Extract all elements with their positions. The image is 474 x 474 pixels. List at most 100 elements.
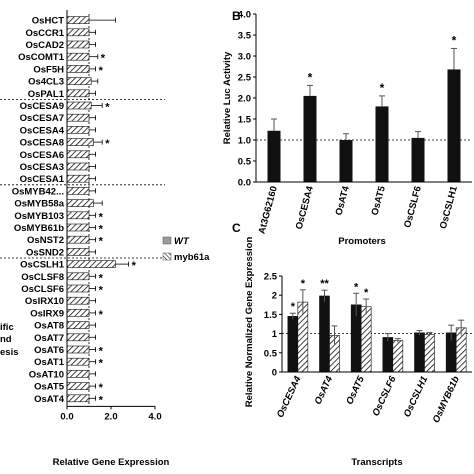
bar — [66, 150, 90, 159]
bar — [66, 223, 90, 232]
y-tick-label: 3.5 — [238, 31, 252, 42]
category-label: OsMYB103 — [14, 211, 64, 222]
significance-marker: * — [105, 138, 110, 150]
category-label: OsCLSF8 — [21, 272, 64, 283]
category-label: OsCSLH1 — [20, 260, 65, 271]
bar — [66, 370, 90, 378]
significance-marker: ** — [320, 278, 329, 290]
bar — [66, 52, 90, 61]
bar — [66, 174, 90, 183]
panel-c: C00.511.522.5**OsCESA4**OsAT4* *OsAT5 OsCS… — [232, 221, 472, 468]
category-label: OsMYB61b — [431, 374, 462, 424]
bar — [339, 140, 353, 182]
panel-b: B 0.0 0.5 1.0 1.5 2.0 2.5 3.0 3.5 4.0 At3G62160 * Os… — [222, 9, 472, 247]
legend-label-myb61a: myb61a — [174, 252, 210, 263]
category-label: OsCESA6 — [20, 150, 64, 161]
bar — [66, 382, 90, 390]
significance-marker: * — [99, 224, 104, 236]
category-label: OsCCR1 — [25, 28, 64, 39]
y-tick-label: 3.0 — [238, 52, 251, 63]
category-label: OsAT6 — [34, 345, 64, 356]
significance-marker: * — [301, 278, 306, 290]
y-tick-label: 0.5 — [238, 157, 252, 168]
y-tick-label: 1 — [272, 329, 278, 340]
category-label: OsCESA8 — [20, 138, 64, 149]
y-tick-label: 0 — [272, 368, 277, 379]
category-label: OsAT5 — [34, 382, 65, 393]
category-label: OsAT10 — [29, 369, 64, 380]
category-label: OsAT1 — [34, 357, 65, 368]
bar — [66, 211, 90, 220]
bar — [66, 235, 90, 244]
bar — [66, 394, 90, 403]
significance-marker: * — [132, 260, 137, 272]
bar — [66, 357, 90, 366]
significance-marker: * — [99, 358, 104, 370]
y-tick-label: 2.5 — [264, 272, 278, 283]
category-label: OsIRX10 — [25, 296, 64, 307]
significance-marker: * — [354, 281, 359, 293]
category-label: OsCOMT1 — [18, 52, 65, 63]
bar — [66, 321, 90, 329]
bar — [66, 260, 116, 268]
x-tick-label: 2.0 — [104, 411, 117, 422]
y-tick-label: 1.0 — [238, 136, 251, 147]
bar-wt — [382, 337, 394, 373]
category-label: OsCSLH1 — [438, 184, 460, 230]
category-label: OsAT4 — [34, 394, 65, 405]
bar — [411, 137, 425, 182]
significance-marker: * — [99, 211, 104, 223]
category-label: OsCSLH1 — [402, 375, 430, 419]
panel-label-c: C — [232, 221, 241, 235]
group-side-label: ific — [0, 322, 14, 333]
significance-marker: * — [364, 287, 369, 299]
bar-wt — [319, 295, 330, 373]
bar — [66, 284, 90, 293]
legend-label-wt: WT — [174, 236, 190, 247]
bar — [66, 199, 94, 207]
category-label: OsCESA3 — [20, 162, 64, 173]
significance-marker: * — [99, 394, 104, 406]
category-label: OsCESA7 — [20, 113, 64, 124]
bar — [66, 126, 90, 134]
significance-marker: * — [99, 382, 104, 394]
x-axis-label: Transcripts — [351, 457, 402, 468]
legend-swatch-myb61a — [162, 252, 172, 261]
panel-label-b: B — [232, 9, 241, 23]
bar — [66, 138, 94, 146]
significance-marker: * — [308, 70, 313, 84]
significance-marker: * — [380, 81, 385, 95]
bar-wt — [414, 332, 425, 373]
bar-myb61a — [424, 334, 435, 373]
category-label: OsAT8 — [34, 321, 64, 332]
y-axis-label: Relative Luc Activity — [222, 51, 233, 144]
category-label: OsMYB42... — [12, 186, 64, 197]
bar — [447, 69, 461, 182]
category-label: OsCAD2 — [25, 40, 64, 51]
category-label: OsCESA4 — [20, 125, 65, 136]
bar — [66, 309, 90, 317]
significance-marker: * — [101, 53, 106, 65]
category-label: OsCESA1 — [20, 174, 65, 185]
x-tick-label: 4.0 — [148, 411, 161, 422]
category-label: OsIRX9 — [30, 308, 64, 319]
category-label: OsAT4 — [334, 184, 353, 216]
category-label: OsPAL1 — [28, 89, 65, 100]
y-tick-label: 2 — [272, 291, 277, 302]
bar — [66, 77, 92, 85]
y-tick-label: 0.5 — [264, 348, 278, 359]
category-label: OsAT7 — [34, 333, 64, 344]
x-axis-label: Promoters — [338, 236, 386, 247]
bar — [66, 101, 92, 110]
bar-myb61a — [392, 340, 404, 373]
significance-marker: * — [99, 346, 104, 358]
group-side-label: nd — [0, 334, 12, 345]
bar — [66, 296, 90, 305]
bar — [66, 272, 90, 281]
bar — [66, 28, 90, 37]
category-label: OsCLSF6 — [21, 284, 64, 295]
significance-marker: * — [291, 301, 296, 313]
significance-marker: * — [99, 272, 104, 284]
